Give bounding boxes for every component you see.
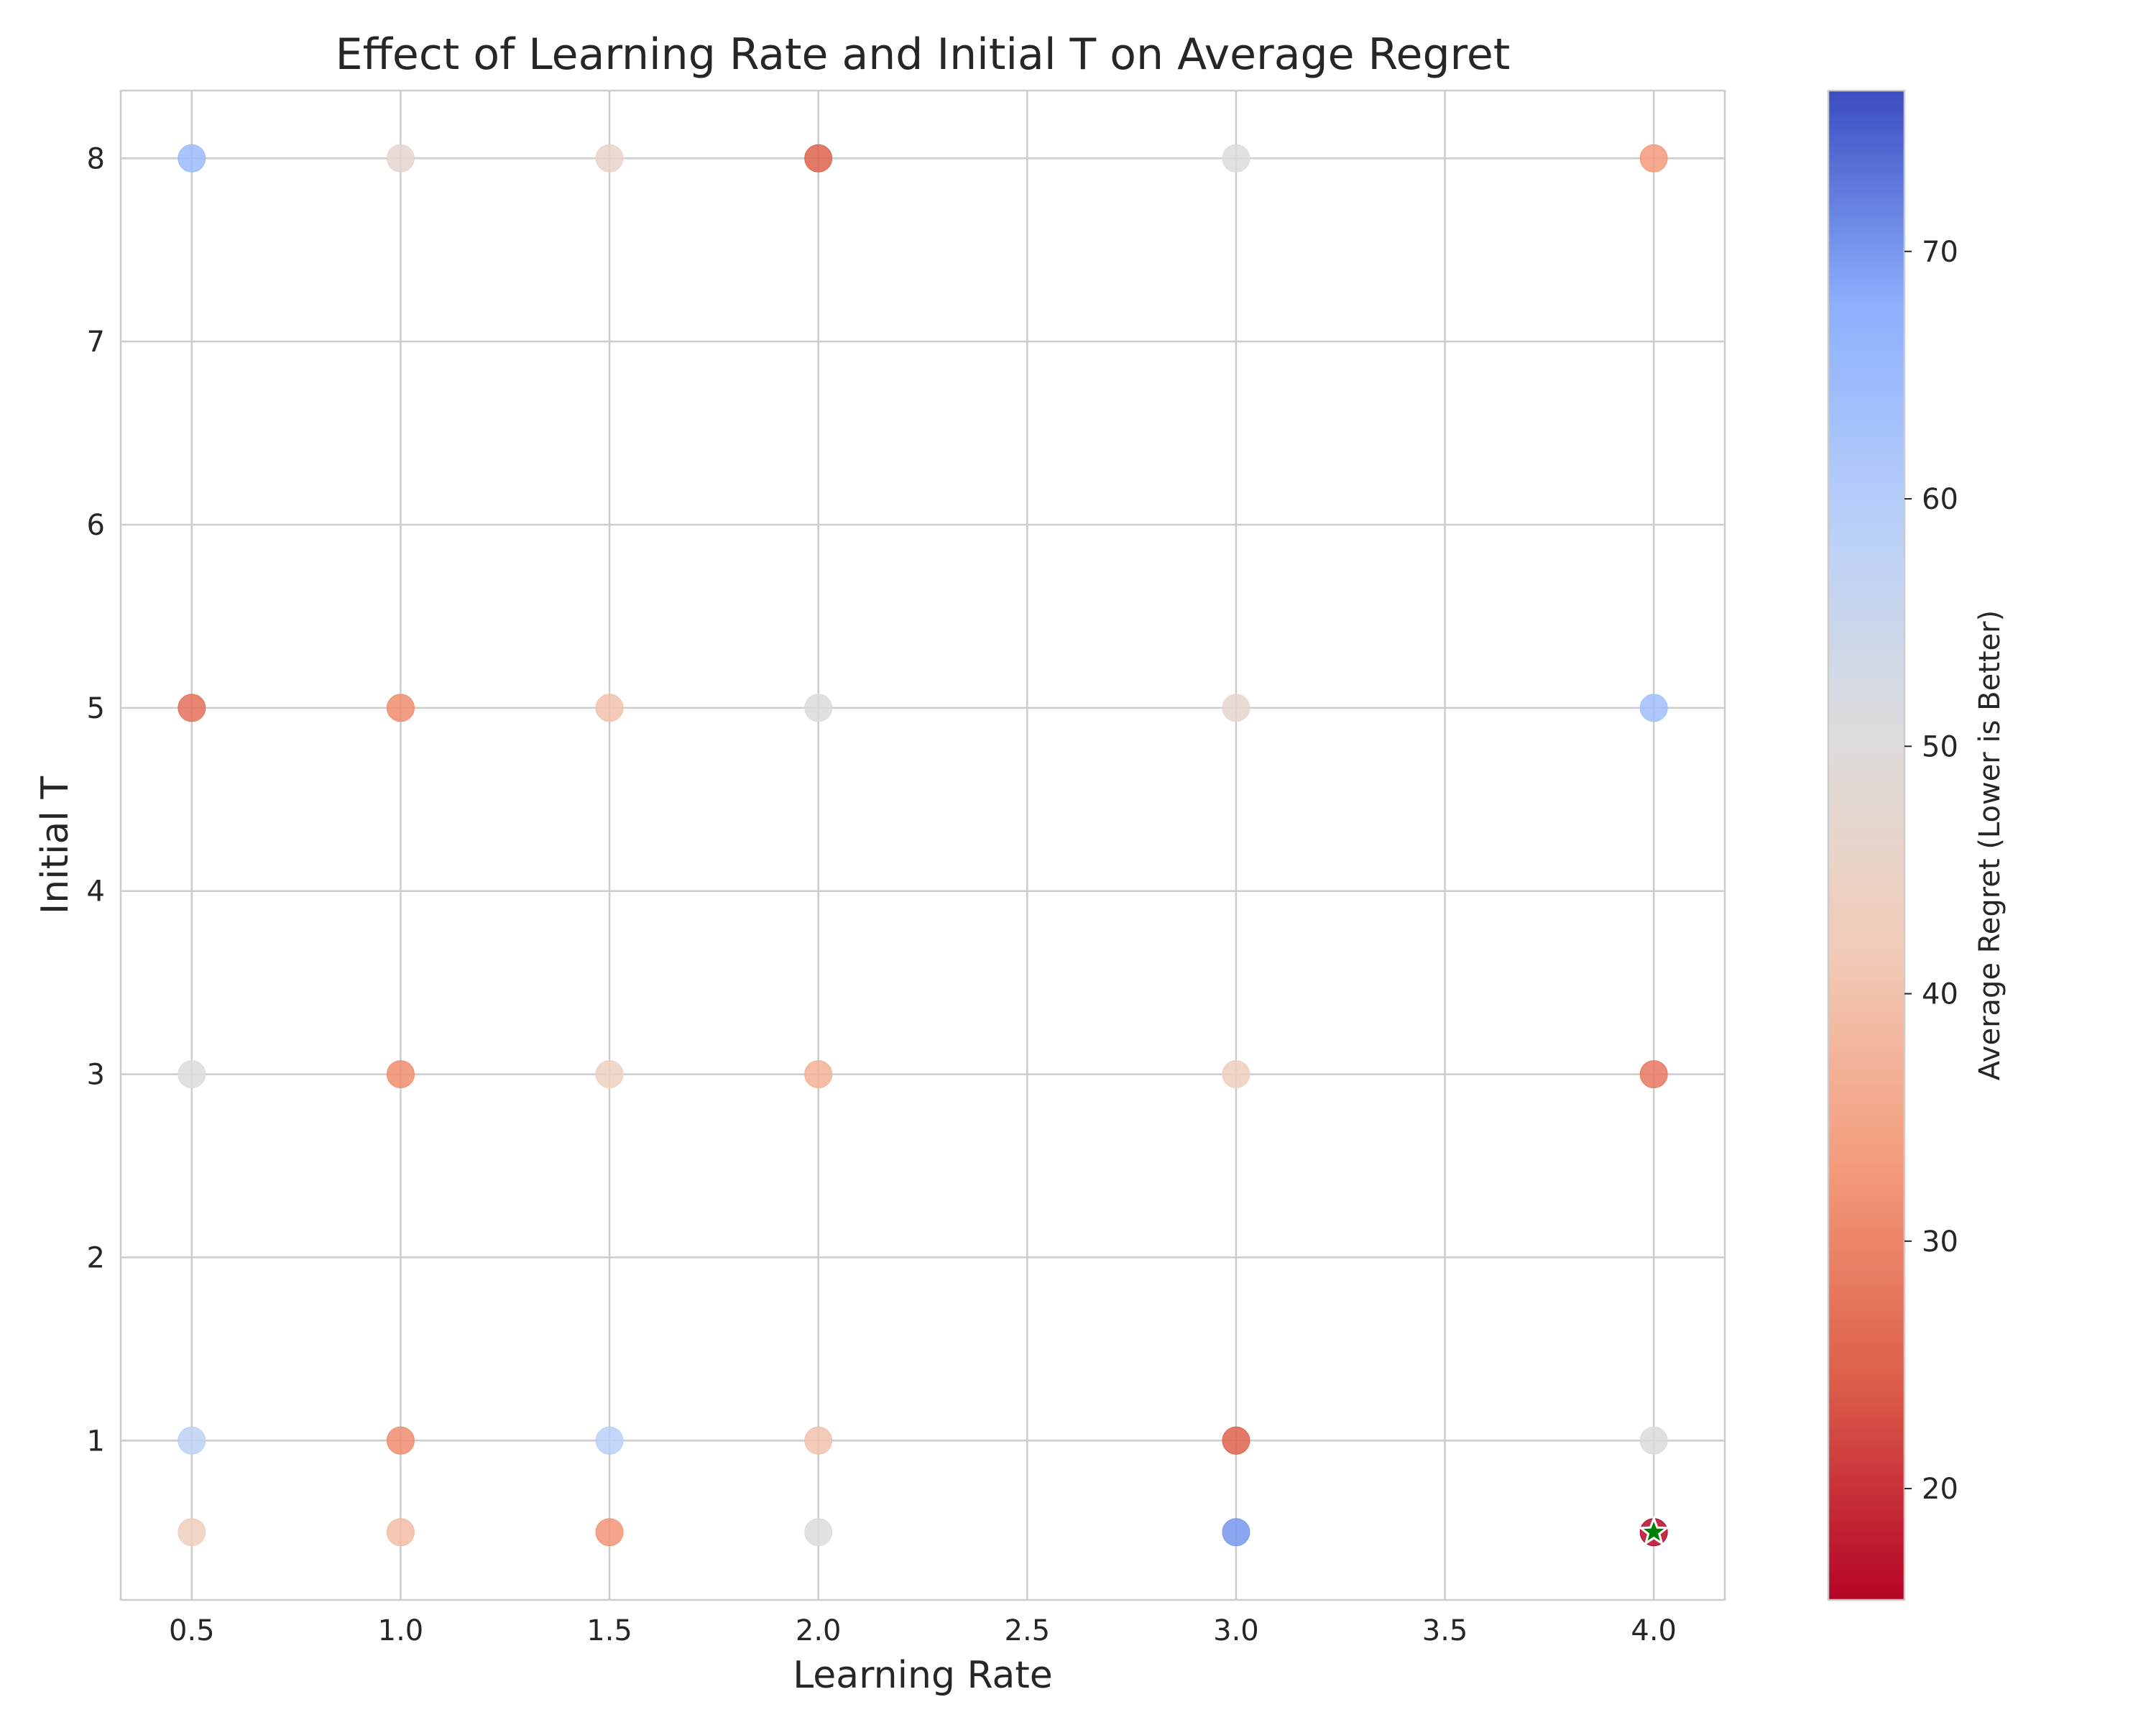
y-tick-label: 2 — [87, 1241, 105, 1274]
data-point — [386, 1060, 415, 1089]
x-tick-label: 1.0 — [378, 1614, 424, 1647]
data-point — [1222, 1426, 1250, 1455]
best-point-star — [1638, 1515, 1670, 1546]
best-point-marker — [1638, 1515, 1670, 1546]
x-tick-label: 1.5 — [586, 1614, 632, 1647]
data-point — [804, 694, 833, 722]
x-tick-label: 2.5 — [1005, 1614, 1051, 1647]
y-tick-label: 6 — [87, 509, 105, 542]
colorbar-tick-label: 60 — [1922, 483, 1958, 516]
y-tick-label: 7 — [87, 326, 105, 359]
y-tick-label: 3 — [87, 1059, 105, 1092]
data-point — [1639, 1060, 1668, 1089]
data-point — [1639, 1426, 1668, 1455]
x-tick-label: 3.5 — [1422, 1614, 1468, 1647]
y-tick-label: 4 — [87, 875, 105, 908]
x-tick-label: 3.0 — [1213, 1614, 1259, 1647]
colorbar: 20 30 40 50 60 70 Average Regret (Lower is Be… — [1827, 89, 2007, 1601]
data-point — [804, 144, 833, 172]
colorbar-tick-label: 40 — [1922, 978, 1958, 1011]
plot-area: 0.5 1.0 1.5 2.0 2.5 3.0 3.5 4.0 1 2 3 4 5 6 7 8 — [87, 89, 1726, 1647]
y-tick-label: 8 — [87, 142, 105, 175]
data-point — [595, 1060, 624, 1089]
data-point — [804, 1518, 833, 1547]
x-tick-labels: 0.5 1.0 1.5 2.0 2.5 3.0 3.5 4.0 — [169, 1614, 1677, 1647]
chart-title: Effect of Learning Rate and Initial T on… — [336, 29, 1511, 80]
data-point — [178, 144, 206, 172]
y-axis-label: Initial T — [34, 776, 77, 914]
data-point — [1222, 1518, 1250, 1547]
colorbar-tick-label: 70 — [1922, 236, 1958, 269]
data-point — [1222, 1060, 1250, 1089]
data-point — [1222, 144, 1250, 172]
x-tick-label: 2.0 — [796, 1614, 842, 1647]
y-tick-label: 5 — [87, 692, 105, 725]
data-point — [386, 1426, 415, 1455]
data-point — [386, 1518, 415, 1547]
data-point — [178, 1060, 206, 1089]
plot-frame — [119, 89, 1726, 1601]
y-tick-label: 1 — [87, 1425, 105, 1458]
x-tick-label: 4.0 — [1631, 1614, 1677, 1647]
colorbar-gradient — [1827, 89, 1906, 1601]
data-point — [178, 694, 206, 722]
data-point — [1639, 144, 1668, 172]
data-point — [804, 1060, 833, 1089]
data-point — [595, 1518, 624, 1547]
data-points — [178, 144, 1668, 1547]
colorbar-tick-labels: 20 30 40 50 60 70 — [1904, 236, 1958, 1506]
colorbar-tick-label: 50 — [1922, 730, 1958, 763]
x-tick-label: 0.5 — [169, 1614, 215, 1647]
data-point — [1639, 694, 1668, 722]
data-point — [178, 1426, 206, 1455]
data-point — [595, 694, 624, 722]
colorbar-tick-label: 30 — [1922, 1225, 1958, 1259]
data-point — [386, 694, 415, 722]
data-point — [595, 1426, 624, 1455]
data-point — [595, 144, 624, 172]
data-point — [1222, 694, 1250, 722]
colorbar-label: Average Regret (Lower is Better) — [1973, 610, 2007, 1080]
data-point — [178, 1518, 206, 1547]
data-point — [386, 144, 415, 172]
y-tick-labels: 1 2 3 4 5 6 7 8 — [87, 142, 105, 1458]
x-axis-label: Learning Rate — [793, 1654, 1053, 1697]
data-point — [804, 1426, 833, 1455]
colorbar-tick-label: 20 — [1922, 1473, 1958, 1506]
